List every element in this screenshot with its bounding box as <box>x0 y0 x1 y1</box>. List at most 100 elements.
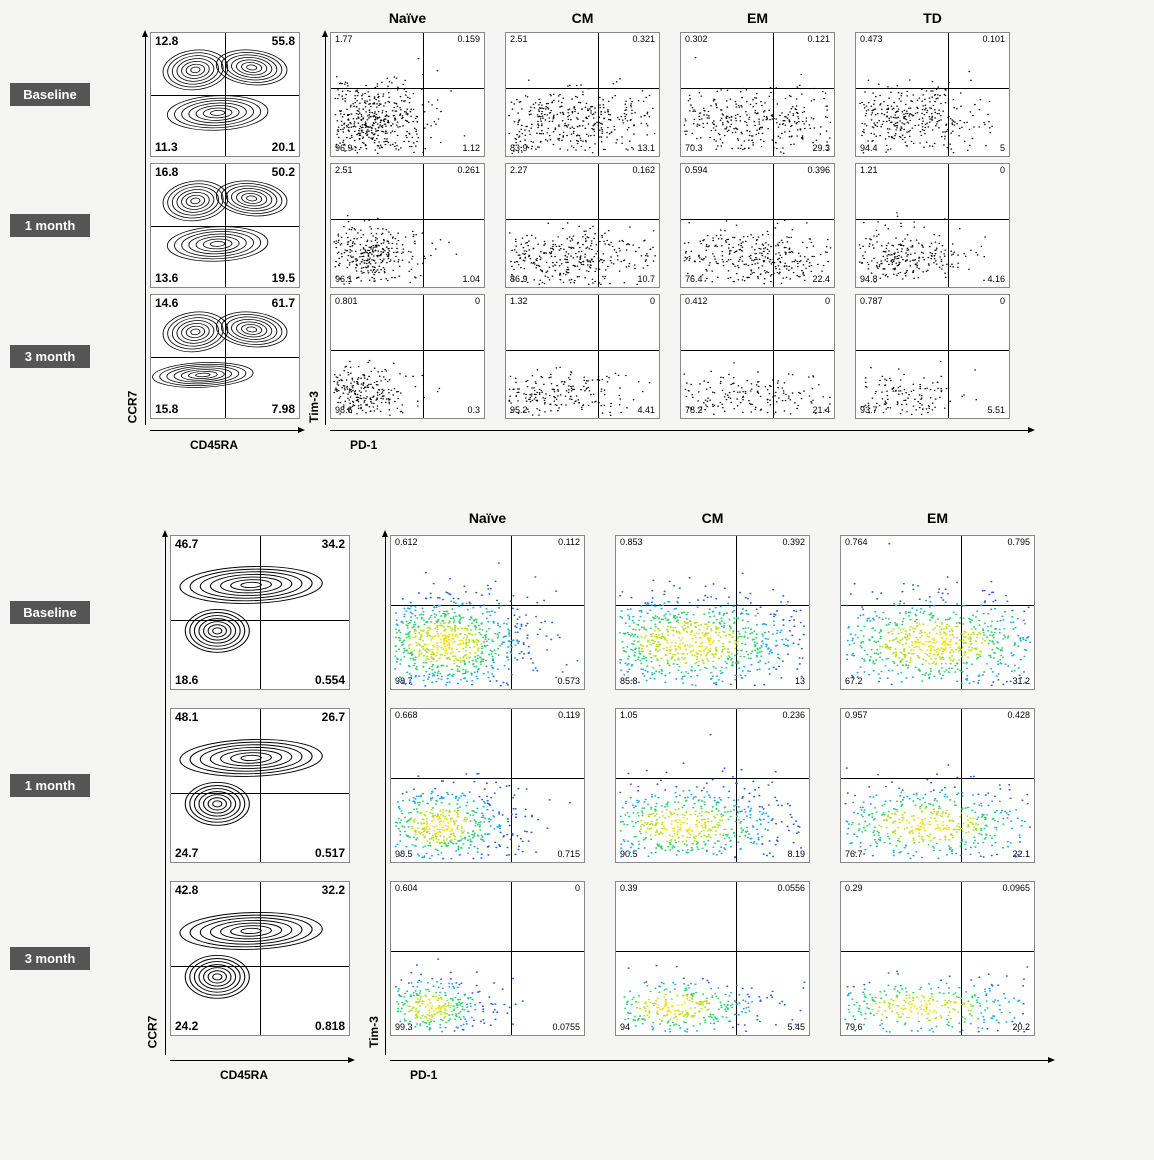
quadrant-br: 0.715 <box>556 850 581 860</box>
quadrant-br: 13.1 <box>636 144 656 154</box>
facs-plot: 0.9570.42876.722.1 <box>840 708 1035 863</box>
quadrant-br: 13 <box>794 677 806 687</box>
col-header: Naïve <box>390 510 585 526</box>
facs-plot: 12.855.811.320.1 <box>150 32 300 157</box>
quadrant-bl: 15.8 <box>154 403 179 416</box>
quadrant-bl: 83.9 <box>509 144 529 154</box>
quadrant-bl: 85.8 <box>619 677 639 687</box>
quadrant-br: 29.3 <box>811 144 831 154</box>
quadrant-tr: 0.261 <box>456 166 481 176</box>
quadrant-br: 5.51 <box>986 406 1006 416</box>
col-header: EM <box>840 510 1035 526</box>
x-axis-cd45ra: CD45RA <box>220 1068 268 1082</box>
facs-plot: 0.412 0 78.2 21.4 <box>680 294 835 419</box>
quadrant-bl: 94 <box>619 1023 631 1033</box>
quadrant-bl: 18.6 <box>174 674 199 687</box>
quadrant-br: 22.1 <box>1011 850 1031 860</box>
quadrant-bl: 95.2 <box>509 406 529 416</box>
quadrant-tr: 0.119 <box>557 711 581 721</box>
facs-plot: 0.801098.60.3 <box>330 294 485 419</box>
facs-plot: 16.850.213.619.5 <box>150 163 300 288</box>
facs-plot: 0.3020.12170.329.3 <box>680 32 835 157</box>
quadrant-tl: 2.27 <box>509 166 529 176</box>
quadrant-bl: 99.3 <box>394 1023 414 1033</box>
quadrant-bl: 24.7 <box>174 847 199 860</box>
quadrant-bl: 24.2 <box>174 1020 199 1033</box>
quadrant-br: 4.16 <box>986 275 1006 285</box>
facs-plot: 0.7640.79567.231.2 <box>840 535 1035 690</box>
row-label: Baseline <box>10 83 90 106</box>
quadrant-br: 1.04 <box>461 275 481 285</box>
facs-plot: 48.126.724.70.517 <box>170 708 350 863</box>
quadrant-br: 0.818 <box>314 1020 346 1033</box>
quadrant-tl: 0.412 <box>684 297 709 307</box>
quadrant-tl: 1.32 <box>509 297 529 307</box>
quadrant-tl: 46.7 <box>174 538 199 551</box>
quadrant-br: 20.1 <box>271 141 296 154</box>
quadrant-tr: 0.321 <box>631 35 656 45</box>
quadrant-tl: 0.787 <box>859 297 884 307</box>
row-label: 1 month <box>10 774 90 797</box>
row-label: 1 month <box>10 214 90 237</box>
quadrant-br: 0.554 <box>314 674 346 687</box>
quadrant-tr: 0.0556 <box>776 884 806 894</box>
quadrant-tl: 0.853 <box>619 538 644 548</box>
quadrant-tr: 0.121 <box>806 35 831 45</box>
row-label: 3 month <box>10 947 90 970</box>
quadrant-bl: 13.6 <box>154 272 179 285</box>
quadrant-br: 21.4 <box>811 406 831 416</box>
quadrant-tl: 0.764 <box>844 538 869 548</box>
quadrant-tr: 0.795 <box>1006 538 1031 548</box>
quadrant-tr: 0.162 <box>631 166 656 176</box>
quadrant-br: 0.0755 <box>551 1023 581 1033</box>
quadrant-bl: 93.7 <box>859 406 879 416</box>
quadrant-bl: 67.2 <box>844 677 864 687</box>
facs-plot: 2.510.26196.11.04 <box>330 163 485 288</box>
facs-plot: 0.8530.39285.813 <box>615 535 810 690</box>
col-header: EM <box>680 10 835 26</box>
quadrant-br: 5 <box>999 144 1006 154</box>
quadrant-bl: 79.6 <box>844 1023 864 1033</box>
quadrant-tr: 61.7 <box>271 297 296 310</box>
quadrant-bl: 98.5 <box>394 850 414 860</box>
quadrant-tr: 0.159 <box>456 35 481 45</box>
x-axis-pd1: PD-1 <box>350 438 377 452</box>
panel-2: Naïve CM EM CCR7 CD45RA Tim-3 PD-1 Basel… <box>10 510 1144 1120</box>
quadrant-tr: 0 <box>649 297 656 307</box>
quadrant-bl: 70.3 <box>684 144 704 154</box>
quadrant-tr: 0.236 <box>781 711 806 721</box>
x-arrow <box>330 430 1030 431</box>
quadrant-bl: 11.3 <box>154 141 179 154</box>
facs-plot: 0.4730.10194.45 <box>855 32 1010 157</box>
quadrant-br: 1.12 <box>461 144 481 154</box>
x-axis-cd45ra: CD45RA <box>190 438 238 452</box>
x-arrow <box>150 430 300 431</box>
quadrant-tl: 1.77 <box>334 35 354 45</box>
quadrant-tl: 48.1 <box>174 711 199 724</box>
quadrant-bl: 76.7 <box>844 850 864 860</box>
quadrant-bl: 96.9 <box>334 144 354 154</box>
facs-plot: 42.832.224.20.818 <box>170 881 350 1036</box>
facs-plot: 1.77 0.159 96.9 1.12 <box>330 32 485 157</box>
quadrant-tl: 2.51 <box>334 166 354 176</box>
facs-plot: 0.390.0556945.45 <box>615 881 810 1036</box>
facs-plot: 1.21094.84.16 <box>855 163 1010 288</box>
quadrant-bl: 98.6 <box>334 406 354 416</box>
quadrant-br: 22.4 <box>811 275 831 285</box>
quadrant-tr: 50.2 <box>271 166 296 179</box>
quadrant-tl: 0.473 <box>859 35 884 45</box>
quadrant-tr: 0 <box>824 297 831 307</box>
quadrant-tl: 0.594 <box>684 166 709 176</box>
quadrant-tl: 0.801 <box>334 297 359 307</box>
x-arrow <box>170 1060 350 1061</box>
quadrant-tr: 55.8 <box>271 35 296 48</box>
quadrant-tr: 0.112 <box>557 538 581 548</box>
col-header: CM <box>505 10 660 26</box>
quadrant-bl: 78.2 <box>684 406 704 416</box>
quadrant-tl: 42.8 <box>174 884 199 897</box>
quadrant-tl: 0.604 <box>394 884 419 894</box>
quadrant-bl: 86.9 <box>509 275 529 285</box>
quadrant-tr: 0.396 <box>806 166 831 176</box>
quadrant-bl: 94.8 <box>859 275 879 285</box>
panel2-headers: Naïve CM EM <box>390 510 1035 526</box>
